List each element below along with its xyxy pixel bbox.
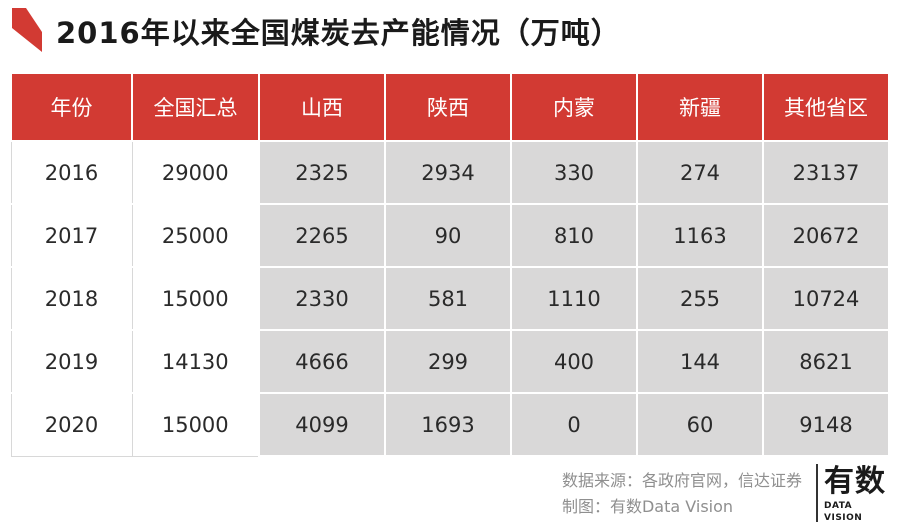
chart-title: 2016年以来全国煤炭去产能情况（万吨） [56, 16, 621, 50]
value-cell: 144 [636, 329, 764, 394]
table-row: 2019 14130 4666 299 400 144 8621 [10, 329, 890, 394]
value-cell: 255 [636, 266, 764, 331]
value-cell: 4099 [258, 392, 386, 457]
value-cell: 8621 [762, 329, 890, 394]
column-header: 陕西 [384, 72, 512, 142]
data-source-note: 数据来源：各政府官网，信达证券 [561, 471, 802, 490]
year-cell: 2018 [10, 266, 133, 331]
column-header: 年份 [10, 72, 133, 142]
value-cell: 10724 [762, 266, 890, 331]
value-cell: 2265 [258, 203, 386, 268]
value-cell: 14130 [131, 329, 260, 394]
value-cell: 20672 [762, 203, 890, 268]
value-cell: 1110 [510, 266, 638, 331]
column-header: 内蒙 [510, 72, 638, 142]
value-cell: 9148 [762, 392, 890, 457]
table-row: 2018 15000 2330 581 1110 255 10724 [10, 266, 890, 331]
footer-notes: 数据来源：各政府官网，信达证券 制图：有数Data Vision [562, 468, 802, 520]
value-cell: 90 [384, 203, 512, 268]
value-cell: 2325 [258, 140, 386, 205]
data-table: 年份 全国汇总 山西 陕西 内蒙 新疆 其他省区 2016 29000 2325 2934 330 2… [10, 72, 890, 457]
data-table-container: 年份 全国汇总 山西 陕西 内蒙 新疆 其他省区 2016 29000 2325 2934 330 2… [10, 72, 890, 458]
value-cell: 25000 [131, 203, 260, 268]
table-row: 2017 25000 2265 90 810 1163 20672 [10, 203, 890, 268]
value-cell: 29000 [131, 140, 260, 205]
value-cell: 330 [510, 140, 638, 205]
value-cell: 274 [636, 140, 764, 205]
value-cell: 60 [636, 392, 764, 457]
value-cell: 15000 [131, 266, 260, 331]
table-header-row: 年份 全国汇总 山西 陕西 内蒙 新疆 其他省区 [10, 72, 890, 142]
brand-logo: 有数 DATA VISION [816, 464, 892, 523]
value-cell: 299 [384, 329, 512, 394]
value-cell: 810 [510, 203, 638, 268]
logo-main-text: 有数 [824, 464, 886, 499]
value-cell: 4666 [258, 329, 386, 394]
value-cell: 2330 [258, 266, 386, 331]
year-cell: 2020 [10, 392, 133, 457]
column-header: 全国汇总 [131, 72, 260, 142]
column-header: 新疆 [636, 72, 764, 142]
table-row: 2020 15000 4099 1693 0 60 9148 [10, 392, 890, 457]
value-cell: 1163 [636, 203, 764, 268]
table-row: 2016 29000 2325 2934 330 274 23137 [10, 140, 890, 205]
value-cell: 0 [510, 392, 638, 457]
value-cell: 1693 [384, 392, 512, 457]
year-cell: 2016 [10, 140, 133, 205]
value-cell: 400 [510, 329, 638, 394]
chart-credit-note: 制图：有数Data Vision [561, 497, 734, 516]
logo-sub-text: DATA VISION [824, 501, 863, 523]
year-cell: 2019 [10, 329, 133, 394]
value-cell: 2934 [384, 140, 512, 205]
year-cell: 2017 [10, 203, 133, 268]
table-body: 2016 29000 2325 2934 330 274 23137 2017 25000 226… [10, 140, 890, 457]
title-accent-icon [12, 8, 42, 52]
value-cell: 15000 [131, 392, 260, 457]
column-header: 山西 [258, 72, 386, 142]
value-cell: 23137 [762, 140, 890, 205]
column-header: 其他省区 [762, 72, 890, 142]
value-cell: 581 [384, 266, 512, 331]
